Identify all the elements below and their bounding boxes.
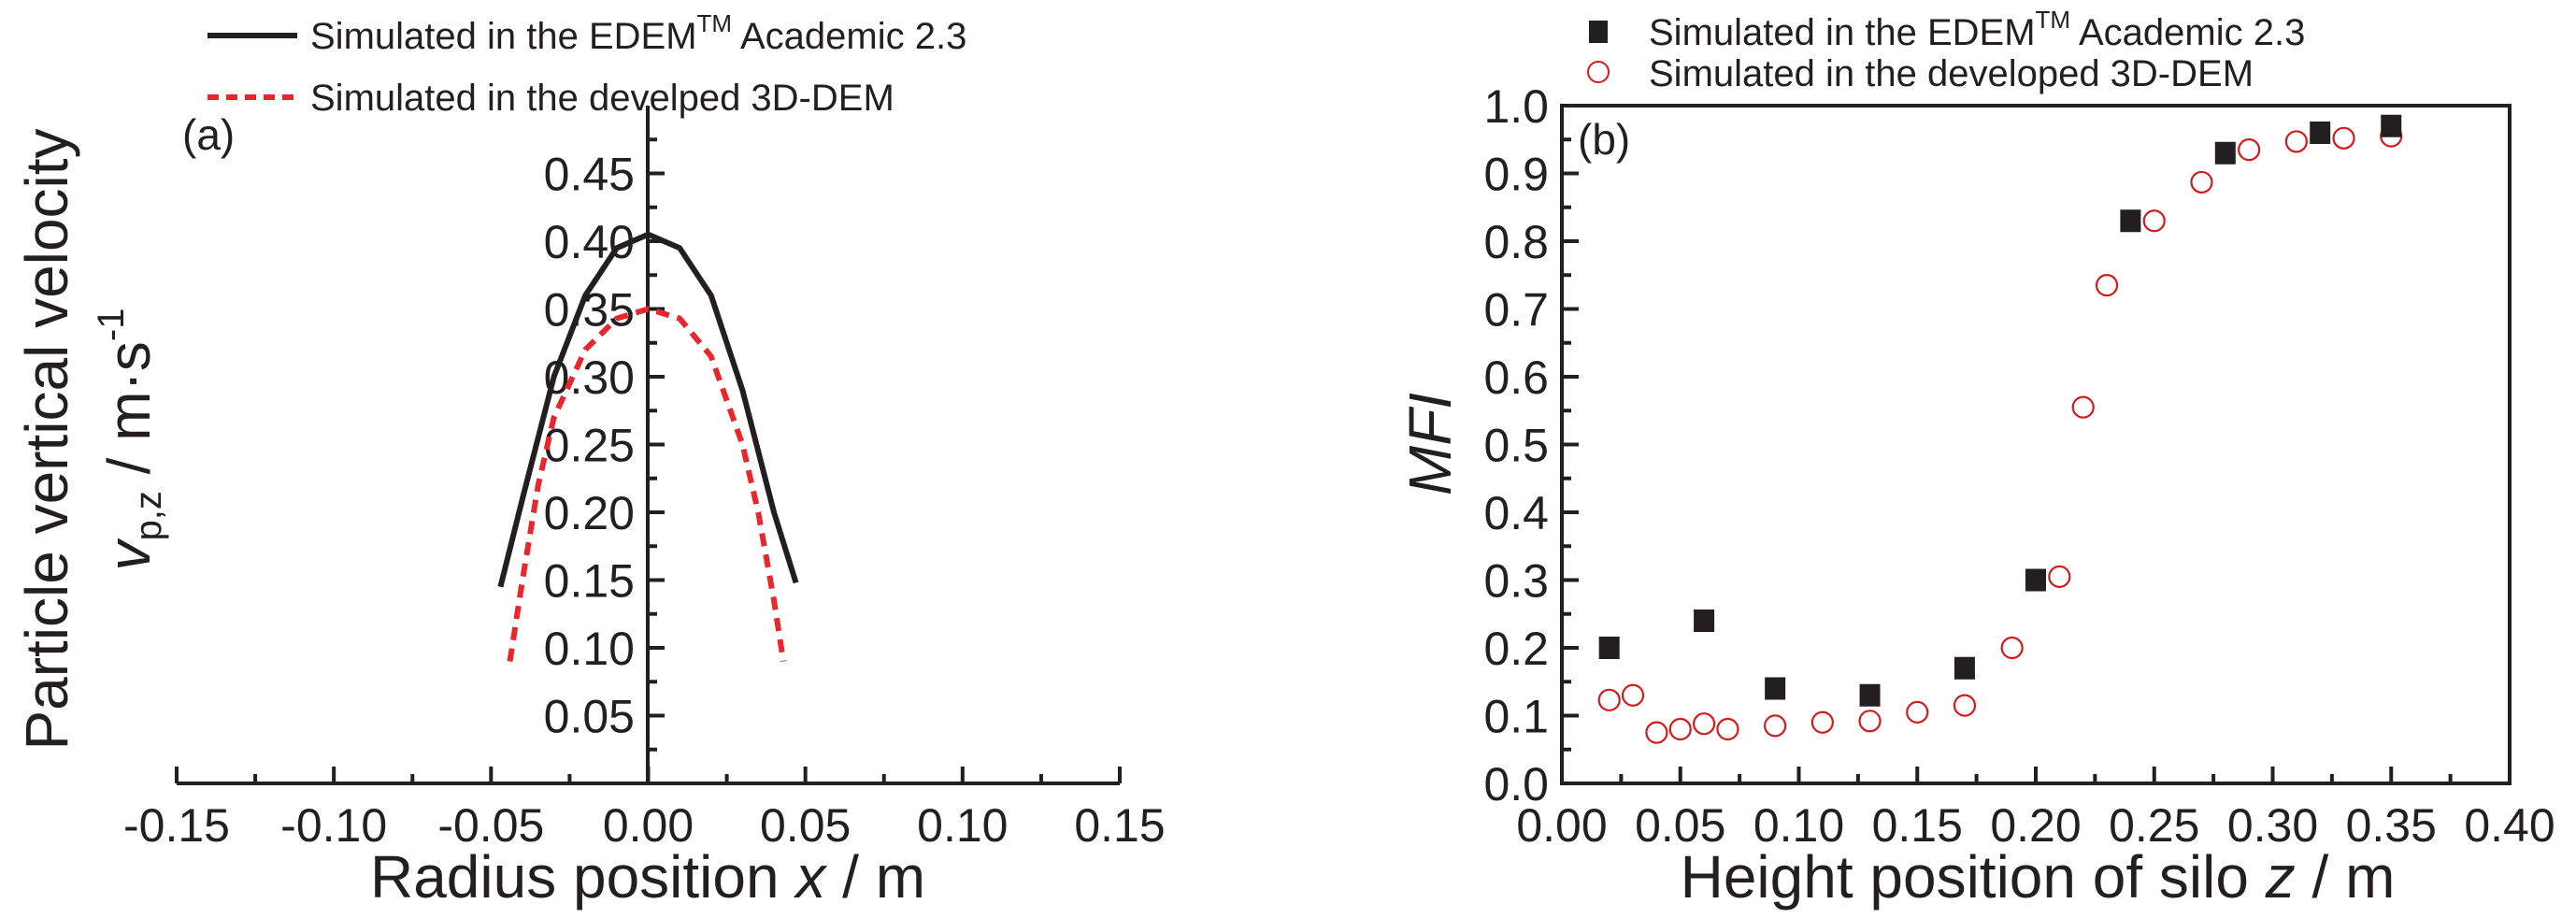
point-3d-dem [1597, 688, 1621, 711]
x-tick-label-a: -0.05 [437, 799, 544, 852]
x-axis-title-a: Radius position x / m [370, 843, 925, 911]
y-tick-label-a: 0.05 [544, 691, 635, 743]
panel-label-a: (a) [182, 110, 235, 159]
y-tick-label-b: 0.9 [1483, 149, 1549, 201]
x-tick-label-b: 0.10 [1753, 799, 1844, 852]
y-axis-unit-a: vp,z / m·s-1 [91, 308, 169, 571]
y-tick-label-b: 0.3 [1483, 555, 1549, 608]
x-tick-label-a: 0.00 [603, 799, 694, 852]
y-tick-label-b: 0.4 [1483, 487, 1549, 539]
x-tick-label-a: -0.15 [123, 799, 230, 852]
y-tick-label-b: 0.7 [1483, 284, 1549, 337]
point-3d-dem [1810, 710, 1834, 734]
plot-frame-b [1560, 104, 2512, 785]
point-3d-dem [2238, 138, 2261, 162]
point-3d-dem [1953, 694, 1977, 717]
legend-a-label-1: Simulated in the develped 3D-DEM [310, 78, 894, 119]
x-tick-label-a: -0.10 [280, 799, 387, 852]
point-3d-dem [2332, 126, 2355, 150]
series-edem-line [497, 231, 799, 588]
chart-b: Simulated in the EDEMTM Academic 2.3 Sim… [1396, 6, 2555, 911]
y-tick-label-b: 0.1 [1483, 691, 1549, 743]
point-edem [1953, 656, 1975, 680]
point-edem [2214, 141, 2236, 165]
point-3d-dem [1764, 714, 1787, 738]
legend-b-label-0: Simulated in the EDEMTM Academic 2.3 [1649, 6, 2305, 53]
x-tick-label-b: 0.20 [1990, 799, 2081, 852]
point-edem [2025, 568, 2046, 592]
point-3d-dem [2142, 209, 2166, 233]
legend-a: Simulated in the EDEMTM Academic 2.3 Sim… [208, 9, 966, 119]
y-tick-label-a: 0.30 [544, 351, 635, 404]
x-tick-label-a: 0.15 [1074, 799, 1165, 852]
legend-a-label-0: Simulated in the EDEMTM Academic 2.3 [310, 9, 966, 57]
x-tick-label-a: 0.05 [760, 799, 851, 852]
y-tick-label-b: 0.5 [1483, 420, 1549, 472]
point-3d-dem [2071, 395, 2095, 419]
chart-a: Simulated in the EDEMTM Academic 2.3 Sim… [13, 9, 1166, 911]
x-tick-label-b: 0.05 [1635, 799, 1725, 852]
x-tick-label-a: 0.10 [917, 799, 1008, 852]
point-3d-dem [1716, 717, 1739, 741]
y-tick-label-b: 0.2 [1483, 623, 1549, 675]
y-tick-label-a: 0.10 [544, 623, 635, 675]
x-tick-label-b: 0.25 [2109, 799, 2199, 852]
y-tick-label-a: 0.45 [544, 149, 635, 201]
x-axis-title-b: Height position of silo z / m [1681, 843, 2396, 911]
point-edem [1859, 683, 1881, 707]
series-3d-dem-line [507, 306, 787, 662]
point-3d-dem [1645, 721, 1668, 744]
point-3d-dem [1621, 683, 1645, 707]
point-edem [2310, 122, 2331, 144]
y-tick-label-b: 0.0 [1483, 758, 1549, 810]
legend-b-marker-square [1589, 21, 1608, 43]
x-tick-label-b: 0.40 [2464, 799, 2555, 852]
y-tick-label-a: 0.25 [544, 420, 635, 472]
x-tick-label-b: 0.00 [1516, 799, 1607, 852]
y-tick-label-a: 0.15 [544, 555, 635, 608]
point-3d-dem [1668, 717, 1692, 741]
legend-b-label-1: Simulated in the developed 3D-DEM [1649, 53, 2254, 94]
y-tick-label-a: 0.40 [544, 216, 635, 268]
point-3d-dem [2048, 565, 2071, 588]
legend-b: Simulated in the EDEMTM Academic 2.3 Sim… [1587, 6, 2305, 94]
point-3d-dem [2190, 170, 2213, 194]
point-edem [1765, 677, 1786, 700]
point-3d-dem [1858, 710, 1882, 733]
panel-label-b: (b) [1578, 115, 1630, 164]
point-3d-dem [2000, 636, 2024, 660]
y-axis-title-a: Particle vertical velocity [13, 128, 80, 750]
point-3d-dem [1906, 700, 1929, 724]
x-tick-label-b: 0.30 [2227, 799, 2318, 852]
point-3d-dem [2284, 130, 2308, 153]
point-edem [2120, 209, 2141, 233]
point-edem [2381, 114, 2402, 137]
point-3d-dem [2095, 274, 2119, 297]
x-tick-label-b: 0.15 [1872, 799, 1963, 852]
point-edem [1694, 610, 1715, 632]
y-tick-label-b: 1.0 [1483, 80, 1549, 133]
y-tick-label-b: 0.8 [1483, 216, 1549, 268]
point-edem [1598, 637, 1620, 659]
point-3d-dem [1692, 712, 1716, 736]
y-tick-label-a: 0.20 [544, 487, 635, 539]
x-tick-label-b: 0.35 [2346, 799, 2437, 852]
legend-b-marker-circle [1587, 61, 1610, 83]
y-tick-label-b: 0.6 [1483, 351, 1549, 404]
y-axis-title-b: MFI [1396, 393, 1464, 495]
